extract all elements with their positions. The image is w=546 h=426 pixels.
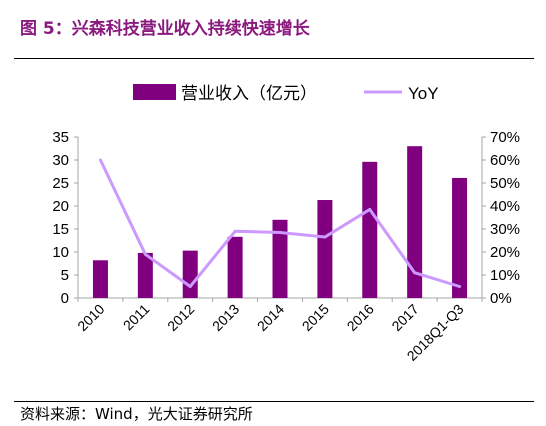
revenue-bar [92, 260, 108, 298]
x-tick-label: 2013 [209, 301, 242, 334]
yoy-point [278, 230, 282, 234]
x-tick-label: 2010 [74, 301, 107, 334]
revenue-bar [407, 146, 423, 298]
left-y-tick-label: 35 [52, 129, 69, 146]
left-y-tick-label: 20 [52, 198, 69, 215]
revenue-bar [182, 250, 198, 298]
yoy-point [143, 252, 147, 256]
title-rule [14, 58, 534, 59]
revenue-bar [452, 177, 468, 298]
source-rule [14, 401, 534, 402]
x-tick-label: 2017 [388, 301, 421, 334]
right-y-tick-label: 60% [490, 152, 520, 169]
right-y-tick-label: 70% [490, 129, 520, 146]
right-y-tick-label: 10% [490, 267, 520, 284]
x-tick-label: 2011 [120, 301, 153, 334]
left-y-tick-label: 15 [52, 221, 69, 238]
x-tick-label: 2015 [299, 301, 332, 334]
yoy-point [323, 235, 327, 239]
left-y-tick-label: 10 [52, 244, 69, 261]
x-tick-label: 2014 [254, 301, 287, 334]
left-y-tick-label: 0 [61, 290, 69, 307]
legend-bar-swatch [133, 84, 176, 100]
revenue-bar [362, 161, 378, 298]
yoy-point [458, 285, 462, 288]
revenue-bar [227, 236, 243, 298]
yoy-point [233, 229, 237, 233]
right-y-tick-label: 0% [490, 290, 512, 307]
revenue-bar [137, 252, 153, 298]
left-y-tick-label: 25 [52, 175, 69, 192]
x-tick-label: 2012 [164, 301, 197, 334]
right-y-tick-label: 30% [490, 221, 520, 238]
legend-bar-label: 营业收入（亿元） [181, 84, 317, 103]
yoy-point [368, 207, 372, 211]
revenue-bar [272, 219, 288, 298]
source-note: 资料来源：Wind，光大证券研究所 [20, 405, 253, 423]
left-y-tick-label: 5 [61, 267, 69, 284]
yoy-point [188, 285, 192, 288]
x-tick-label: 2016 [344, 301, 377, 334]
yoy-point [413, 271, 417, 275]
figure-title: 图 5：兴森科技营业收入持续快速增长 [20, 19, 310, 39]
right-y-tick-label: 40% [490, 198, 520, 215]
yoy-point [98, 158, 102, 162]
revenue-bar [317, 200, 333, 298]
left-y-tick-label: 30 [52, 152, 69, 169]
legend-line-label: YoY [408, 84, 439, 103]
right-y-tick-label: 20% [490, 244, 520, 261]
right-y-tick-label: 50% [490, 175, 520, 192]
